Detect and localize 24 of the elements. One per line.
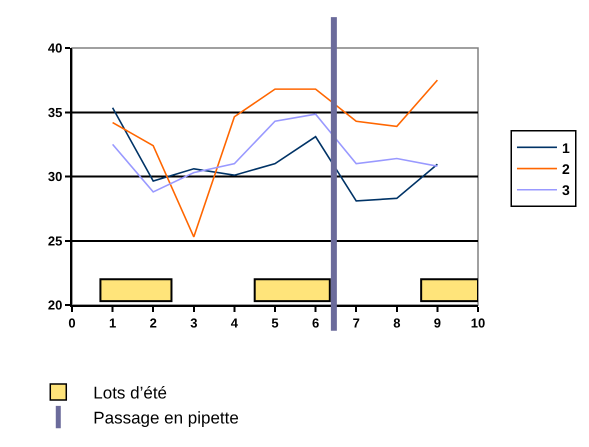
y-tick-label: 35 [48,104,62,120]
line-series [112,79,438,238]
y-tick-label: 40 [48,40,62,56]
legend-label: 1 [562,140,570,156]
legend-label: 3 [562,182,570,198]
legend-label: Lots d’été [93,384,168,403]
legend-label: Passage en pipette [93,408,239,428]
x-tick-label: 2 [150,316,157,331]
x-tick-label: 0 [68,316,76,331]
y-tick-label: 20 [48,298,62,313]
x-tick-label: 10 [470,316,486,331]
x-tick-label: 9 [434,316,442,331]
line-series [112,106,438,202]
x-tick-label: 3 [190,316,198,331]
legend-label: 2 [562,161,570,177]
y-tick-label: 30 [48,169,62,184]
x-tick-label: 1 [108,316,116,331]
x-tick-label: 8 [393,316,400,331]
x-tick-label: 7 [352,316,360,331]
line-series [112,113,438,193]
x-tick-label: 5 [271,316,279,331]
x-tick-label: 6 [312,316,320,331]
x-tick-label: 4 [230,316,239,331]
y-tick-label: 25 [48,233,62,248]
